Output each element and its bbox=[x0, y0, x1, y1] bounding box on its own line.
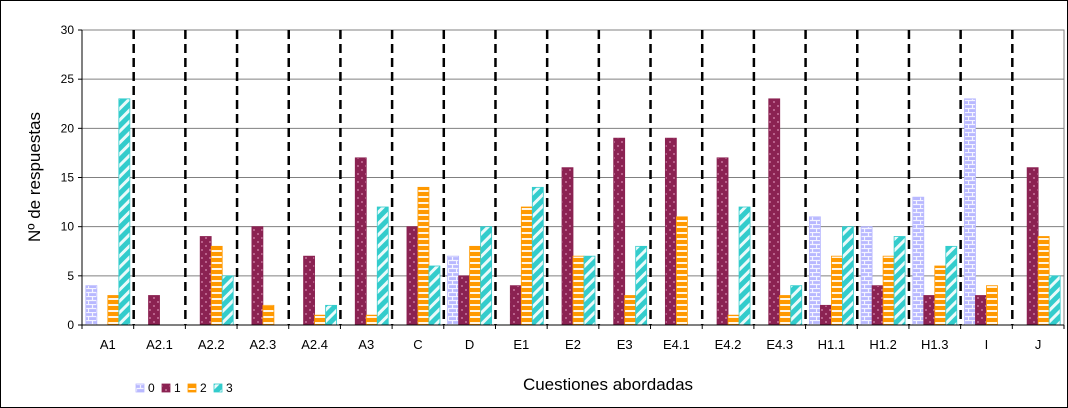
bar-1-E4.2 bbox=[716, 157, 729, 326]
bar-1-E4.3 bbox=[768, 98, 781, 326]
bar-3-H1.2 bbox=[893, 236, 906, 326]
bar-2-J bbox=[1037, 236, 1050, 326]
bar-3-A2.2 bbox=[221, 275, 234, 326]
bar-1-A2.3 bbox=[251, 226, 264, 326]
bar-1-E3 bbox=[613, 137, 626, 326]
x-tick-label: C bbox=[413, 337, 422, 352]
bar-2-C bbox=[417, 186, 430, 326]
bar-3-C bbox=[428, 265, 441, 326]
bar-2-A3 bbox=[365, 314, 378, 326]
y-tick-label: 10 bbox=[61, 220, 75, 234]
y-tick-label: 15 bbox=[61, 171, 75, 185]
bar-2-A2.4 bbox=[314, 314, 326, 326]
x-axis-title: Cuestiones abordadas bbox=[523, 375, 693, 394]
y-tick-label: 25 bbox=[61, 72, 75, 86]
legend: 0 1 2 3 bbox=[135, 381, 233, 395]
bar-0-H1.3 bbox=[912, 196, 925, 326]
bar-0-H1.1 bbox=[809, 216, 821, 326]
x-tick-label: A1 bbox=[100, 337, 116, 352]
bar-1-I bbox=[975, 295, 987, 326]
bar-1-A3 bbox=[354, 157, 367, 326]
bar-3-E2 bbox=[583, 255, 596, 326]
bar-3-H1.3 bbox=[945, 245, 958, 326]
bar-3-H1.1 bbox=[842, 226, 854, 326]
y-tick-label: 20 bbox=[61, 121, 75, 135]
legend-swatch-3 bbox=[213, 383, 223, 393]
bar-2-A1 bbox=[107, 295, 120, 326]
x-tick-label: A2.2 bbox=[198, 337, 225, 352]
x-tick-label: J bbox=[1035, 337, 1042, 352]
x-tick-label: H1.3 bbox=[921, 337, 948, 352]
y-tick-label: 0 bbox=[67, 318, 74, 332]
bar-1-E4.1 bbox=[664, 137, 677, 326]
x-tick-label: E3 bbox=[617, 337, 633, 352]
bar-3-D bbox=[480, 226, 493, 326]
legend-swatch-2 bbox=[187, 383, 197, 393]
bar-3-E4.2 bbox=[738, 206, 751, 326]
x-tick-label: E1 bbox=[513, 337, 529, 352]
bar-2-H1.1 bbox=[831, 255, 843, 326]
x-tick-label: E4.3 bbox=[766, 337, 793, 352]
bar-2-E1 bbox=[520, 206, 533, 326]
bar-1-C bbox=[406, 226, 419, 326]
legend-swatch-1 bbox=[161, 383, 171, 393]
bar-1-A2.1 bbox=[148, 295, 160, 326]
bar-2-E4.2 bbox=[727, 314, 740, 326]
bar-3-E4.3 bbox=[790, 285, 803, 326]
legend-label-0: 0 bbox=[148, 381, 155, 395]
bar-0-H1.2 bbox=[860, 226, 873, 326]
bar-2-A2.2 bbox=[210, 245, 223, 326]
x-tick-label: E4.2 bbox=[715, 337, 742, 352]
bar-1-J bbox=[1026, 167, 1039, 326]
y-tick-label: 5 bbox=[67, 269, 74, 283]
x-tick-label: E4.1 bbox=[663, 337, 690, 352]
bar-1-A2.2 bbox=[199, 236, 212, 326]
bar-2-E4.3 bbox=[779, 295, 792, 326]
bar-0-D bbox=[447, 255, 460, 326]
bar-1-E1 bbox=[509, 285, 522, 326]
x-tick-label: A2.1 bbox=[146, 337, 173, 352]
x-tick-label: E2 bbox=[565, 337, 581, 352]
bar-2-A2.3 bbox=[262, 304, 275, 326]
bar-1-H1.2 bbox=[871, 285, 884, 326]
bar-3-A1 bbox=[118, 98, 131, 326]
bar-2-E3 bbox=[624, 295, 637, 326]
legend-label-3: 3 bbox=[226, 381, 233, 395]
y-tick-label: 30 bbox=[61, 23, 75, 37]
bar-2-D bbox=[469, 245, 482, 326]
bar-1-D bbox=[458, 275, 471, 326]
bar-2-I bbox=[986, 285, 998, 326]
bar-1-H1.1 bbox=[820, 304, 832, 326]
bar-3-J bbox=[1048, 275, 1061, 326]
legend-label-2: 2 bbox=[200, 381, 207, 395]
legend-label-1: 1 bbox=[174, 381, 181, 395]
x-tick-label: A2.4 bbox=[301, 337, 328, 352]
bar-1-H1.3 bbox=[923, 295, 936, 326]
bar-2-H1.3 bbox=[934, 265, 947, 326]
bar-3-A3 bbox=[376, 206, 389, 326]
x-tick-label: D bbox=[465, 337, 474, 352]
bar-2-E4.1 bbox=[675, 216, 688, 326]
x-tick-label: H1.2 bbox=[869, 337, 896, 352]
separator-layer bbox=[132, 30, 1014, 325]
x-tick-label: I bbox=[985, 337, 989, 352]
bar-2-H1.2 bbox=[882, 255, 895, 326]
legend-swatch-0 bbox=[135, 383, 145, 393]
x-tick-label: H1.1 bbox=[818, 337, 845, 352]
y-axis-title: Nº de respuestas bbox=[25, 112, 44, 242]
bar-1-A2.4 bbox=[303, 255, 315, 326]
bar-3-E3 bbox=[635, 245, 648, 326]
bar-3-E1 bbox=[531, 186, 544, 326]
axis-layer: 0 5 10 15 20 25 30 A1 A2.1 A2.2 A2.3 A2.4 A3 C D E1 E2 E3… bbox=[61, 23, 1065, 352]
bar-3-A2.4 bbox=[325, 304, 337, 326]
bar-0-I bbox=[964, 98, 976, 326]
bar-0-A1 bbox=[85, 285, 98, 326]
bar-1-E2 bbox=[561, 167, 574, 326]
x-tick-label: A3 bbox=[358, 337, 374, 352]
bar-2-E2 bbox=[572, 255, 585, 326]
x-tick-label: A2.3 bbox=[250, 337, 277, 352]
